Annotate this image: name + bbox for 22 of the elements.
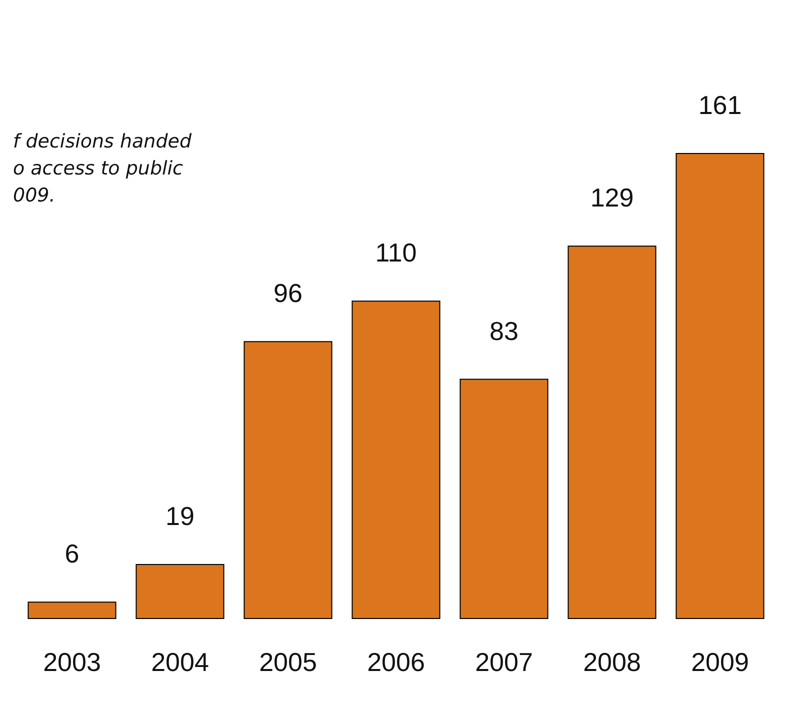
x-tick-label: 2008 [583, 647, 641, 677]
bar [244, 341, 332, 619]
x-tick-label: 2009 [691, 647, 749, 677]
data-label: 19 [166, 501, 194, 532]
x-tick-label: 2003 [43, 647, 101, 677]
x-tick-label: 2006 [367, 647, 425, 677]
bar [352, 300, 440, 619]
data-label: 110 [375, 238, 417, 268]
data-label: 96 [274, 278, 302, 308]
chart-title: f decisions handed o access to public 009. [13, 130, 192, 206]
data-label: 161 [698, 90, 742, 120]
bar [676, 152, 764, 619]
x-tick-label: 2005 [259, 647, 317, 677]
data-label: 6 [64, 538, 80, 569]
bar [568, 246, 656, 619]
x-tick-label: 2004 [151, 647, 209, 677]
bar [460, 378, 548, 619]
data-label: 129 [590, 182, 634, 213]
x-tick-label: 2007 [475, 647, 533, 677]
bar [136, 564, 224, 619]
data-label: 83 [490, 316, 518, 346]
bar [28, 602, 116, 619]
